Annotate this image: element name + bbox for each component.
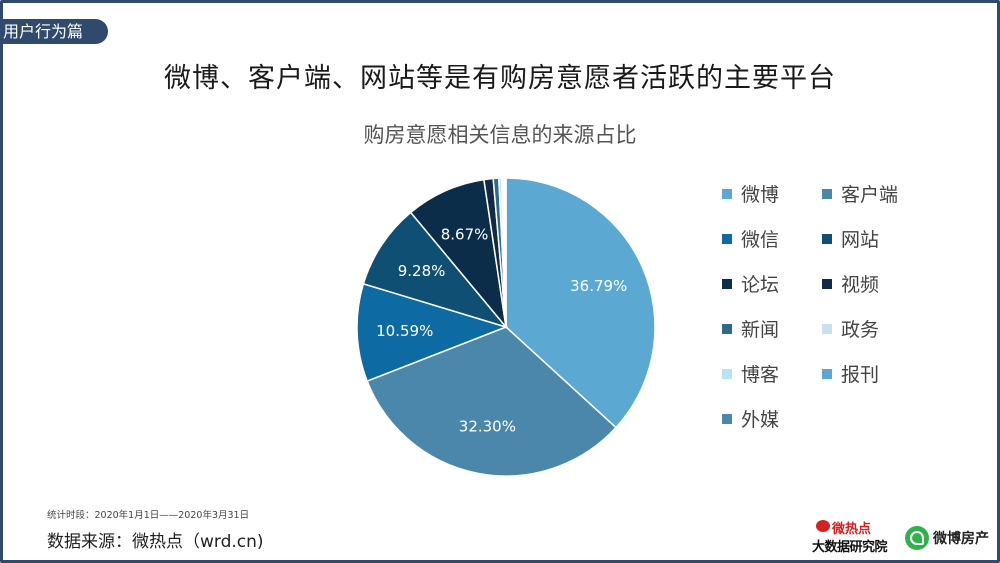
legend-item: 微信: [722, 227, 822, 251]
time-period-note: 统计时段：2020年1月1日——2020年3月31日: [47, 510, 250, 521]
weibo-house-logo: 微博房产: [905, 524, 989, 552]
weibo-eye-icon: [816, 520, 830, 532]
legend-swatch: [822, 278, 832, 289]
legend-item: 论坛: [722, 272, 822, 296]
pie-label-2: 10.59%: [376, 322, 433, 340]
legend-item: 客户端: [822, 182, 922, 206]
logo-line2: 大数据研究院: [812, 540, 888, 555]
legend-swatch: [722, 188, 732, 199]
legend-item: 外媒: [722, 407, 822, 431]
pie-slice-1: [366, 326, 618, 477]
page-title: 微博、客户端、网站等是有购房意愿者活跃的主要平台: [164, 63, 836, 94]
legend-swatch: [722, 368, 732, 379]
legend-item: 报刊: [822, 362, 922, 386]
pie-slice-3: [362, 211, 509, 329]
legend-label: 微信: [741, 229, 780, 251]
chart-title: 购房意愿相关信息的来源占比: [363, 123, 637, 147]
data-source: 数据来源：微热点（wrd.cn): [47, 532, 264, 552]
legend-item: 博客: [722, 362, 822, 386]
legend-swatch: [822, 188, 832, 199]
legend-swatch: [722, 233, 732, 244]
legend-item: 视频: [822, 272, 922, 296]
logo-line1: 微热点: [832, 522, 872, 537]
chart-legend: 微博 客户端微信 网站论坛 视频新闻 政务博客 报刊外媒: [722, 182, 952, 431]
pie-label-3: 9.28%: [398, 262, 446, 280]
legend-label: 客户端: [841, 184, 899, 206]
weiredian-logo: 微热点 大数据研究院: [810, 518, 905, 555]
section-tag: 用户行为篇: [0, 19, 108, 44]
pie-slice-0: [505, 177, 656, 429]
logo2-label: 微博房产: [933, 531, 989, 547]
legend-swatch: [722, 278, 732, 289]
pie-slice-10: [504, 177, 507, 328]
legend-swatch: [822, 368, 832, 379]
legend-label: 博客: [741, 364, 780, 386]
pie-label-0: 36.79%: [570, 277, 627, 295]
legend-label: 网站: [841, 229, 880, 251]
house-logo-icon: [905, 526, 929, 550]
pie-label-1: 32.30%: [459, 418, 516, 436]
legend-label: 新闻: [741, 319, 780, 341]
legend-item: 微博: [722, 182, 822, 206]
legend-label: 政务: [841, 319, 880, 341]
legend-item: 网站: [822, 227, 922, 251]
legend-swatch: [722, 413, 732, 424]
legend-swatch: [822, 233, 832, 244]
pie-slice-2: [356, 282, 509, 383]
legend-label: 视频: [841, 274, 880, 296]
legend-label: 外媒: [741, 409, 780, 431]
pie-label-4: 8.67%: [441, 226, 489, 244]
legend-item: 新闻: [722, 317, 822, 341]
legend-swatch: [722, 323, 732, 334]
legend-label: 报刊: [841, 364, 880, 386]
legend-item: 政务: [822, 317, 922, 341]
legend-label: 微博: [741, 184, 780, 206]
legend-label: 论坛: [741, 274, 780, 296]
legend-swatch: [822, 323, 832, 334]
